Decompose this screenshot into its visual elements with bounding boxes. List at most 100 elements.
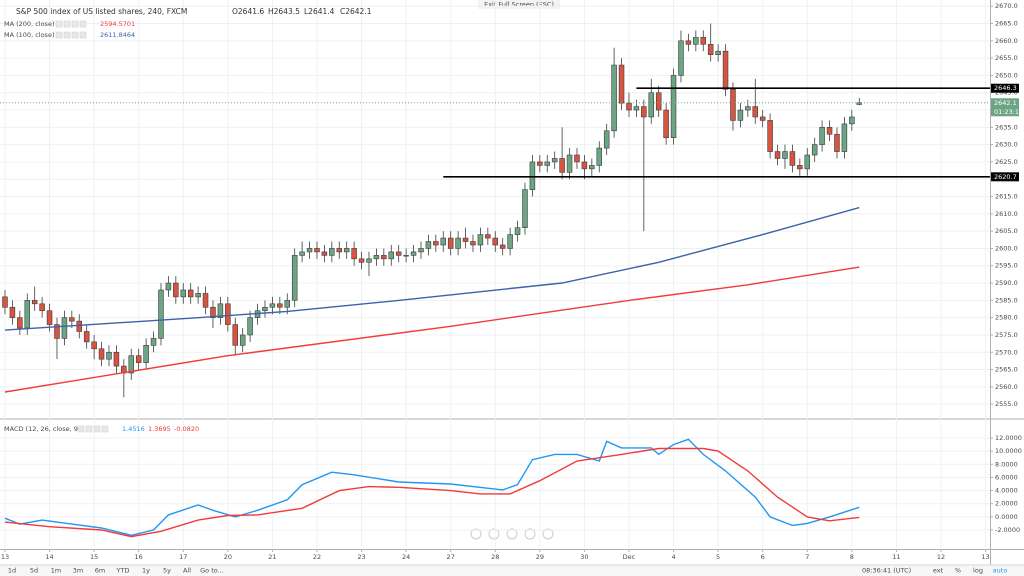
candle-body: [811, 144, 818, 156]
exit-button[interactable]: [478, 0, 560, 9]
candle-body: [17, 317, 23, 329]
legend-icon[interactable]: [63, 31, 71, 39]
option-button[interactable]: %: [955, 567, 961, 575]
candle-body: [693, 37, 699, 45]
range-button[interactable]: 6m: [95, 567, 105, 575]
indicator-value: 1.3695: [148, 425, 171, 433]
candle-body: [135, 355, 142, 363]
plot: [0, 23, 990, 538]
legend-icon[interactable]: [79, 31, 87, 39]
x-tick-label: 15: [90, 553, 98, 561]
candle-body: [195, 293, 201, 298]
nav-button[interactable]: [470, 528, 482, 540]
y-tick-label: 2615.0: [995, 193, 1018, 201]
candle-body: [217, 303, 224, 318]
nav-button[interactable]: [524, 528, 536, 540]
candle-body: [715, 50, 721, 55]
candle-body: [180, 289, 187, 298]
candle-body: [707, 43, 714, 55]
candle-body: [581, 161, 588, 170]
option-button[interactable]: auto: [993, 567, 1008, 575]
legend-value: 2594.5701: [100, 20, 135, 28]
range-button[interactable]: 1m: [51, 567, 61, 575]
legend-icon[interactable]: [93, 425, 101, 433]
legend-icon[interactable]: [77, 425, 85, 433]
y-tick-label: 2585.0: [995, 296, 1018, 304]
range-button[interactable]: All: [183, 567, 191, 575]
candle-body: [603, 130, 610, 149]
candle-body: [730, 88, 736, 121]
candle-body: [433, 241, 439, 246]
candle-body: [544, 161, 551, 166]
price-label: 2620.7: [994, 173, 1017, 181]
legend-value: 2611.8464: [100, 31, 135, 39]
legend-icon[interactable]: [63, 20, 71, 28]
legend-icon[interactable]: [85, 425, 93, 433]
range-button[interactable]: 5d: [30, 567, 38, 575]
y-tick-label: 2625.0: [995, 158, 1018, 166]
candle-body: [306, 248, 313, 253]
range-button[interactable]: 1d: [8, 567, 16, 575]
y-tick-label: 10.0000: [995, 447, 1022, 455]
legend-icon[interactable]: [79, 20, 87, 28]
x-tick-label: 12: [937, 553, 945, 561]
candle-body: [225, 303, 231, 325]
price-label-box: [991, 172, 1019, 182]
legend-icon[interactable]: [55, 31, 63, 39]
candle-body: [819, 127, 825, 145]
candle-body: [395, 251, 402, 256]
candle-body: [232, 324, 239, 346]
exit-button-label[interactable]: Exit Full Screen (ESC): [484, 1, 554, 9]
range-button[interactable]: 3m: [73, 567, 83, 575]
candle-body: [46, 310, 53, 325]
range-button[interactable]: Go to...: [200, 567, 224, 575]
indicator-value: -0.0820: [174, 425, 199, 433]
indicator-line: [4, 438, 860, 537]
y-tick-label: 2.0000: [995, 500, 1018, 508]
candle-body: [403, 255, 409, 257]
candle-body: [440, 237, 447, 246]
x-tick-label: 30: [580, 553, 588, 561]
candle-body: [455, 237, 461, 249]
legend-icon[interactable]: [71, 31, 79, 39]
x-tick-label: 24: [402, 553, 410, 561]
ohlc-label: O2641.6: [232, 7, 264, 16]
x-tick-label: 23: [357, 553, 365, 561]
candle-body: [499, 244, 506, 249]
nav-button[interactable]: [488, 528, 500, 540]
candle-body: [284, 300, 291, 308]
range-button[interactable]: 5y: [163, 567, 171, 575]
option-button[interactable]: log: [973, 567, 983, 575]
legend-icon[interactable]: [71, 20, 79, 28]
candle-body: [165, 282, 172, 291]
candle-body: [507, 234, 513, 249]
candle-body: [678, 40, 684, 76]
range-button[interactable]: YTD: [116, 567, 130, 575]
candle-body: [158, 289, 164, 339]
candle-body: [737, 109, 744, 121]
candle-body: [91, 341, 97, 350]
candle-body: [173, 282, 179, 298]
candle-body: [54, 324, 60, 339]
candle-body: [648, 92, 655, 118]
candle-body: [834, 133, 840, 152]
candle-body: [128, 355, 135, 374]
candle-body: [299, 251, 305, 256]
candle-body: [470, 241, 476, 246]
option-button[interactable]: ext: [933, 567, 944, 575]
candle-body: [366, 258, 372, 263]
candle-body: [722, 50, 729, 90]
candle-body: [269, 303, 276, 308]
y-tick-label: -2.0000: [995, 526, 1020, 534]
y-tick-label: 2575.0: [995, 331, 1018, 339]
candle-body: [410, 251, 417, 256]
legend-icon[interactable]: [101, 425, 109, 433]
nav-button[interactable]: [506, 528, 518, 540]
legend-icon[interactable]: [55, 20, 63, 28]
candle-body: [31, 300, 38, 305]
nav-button[interactable]: [542, 528, 554, 540]
candle-body: [98, 348, 105, 360]
range-button[interactable]: 1y: [142, 567, 150, 575]
candle-body: [514, 227, 521, 235]
